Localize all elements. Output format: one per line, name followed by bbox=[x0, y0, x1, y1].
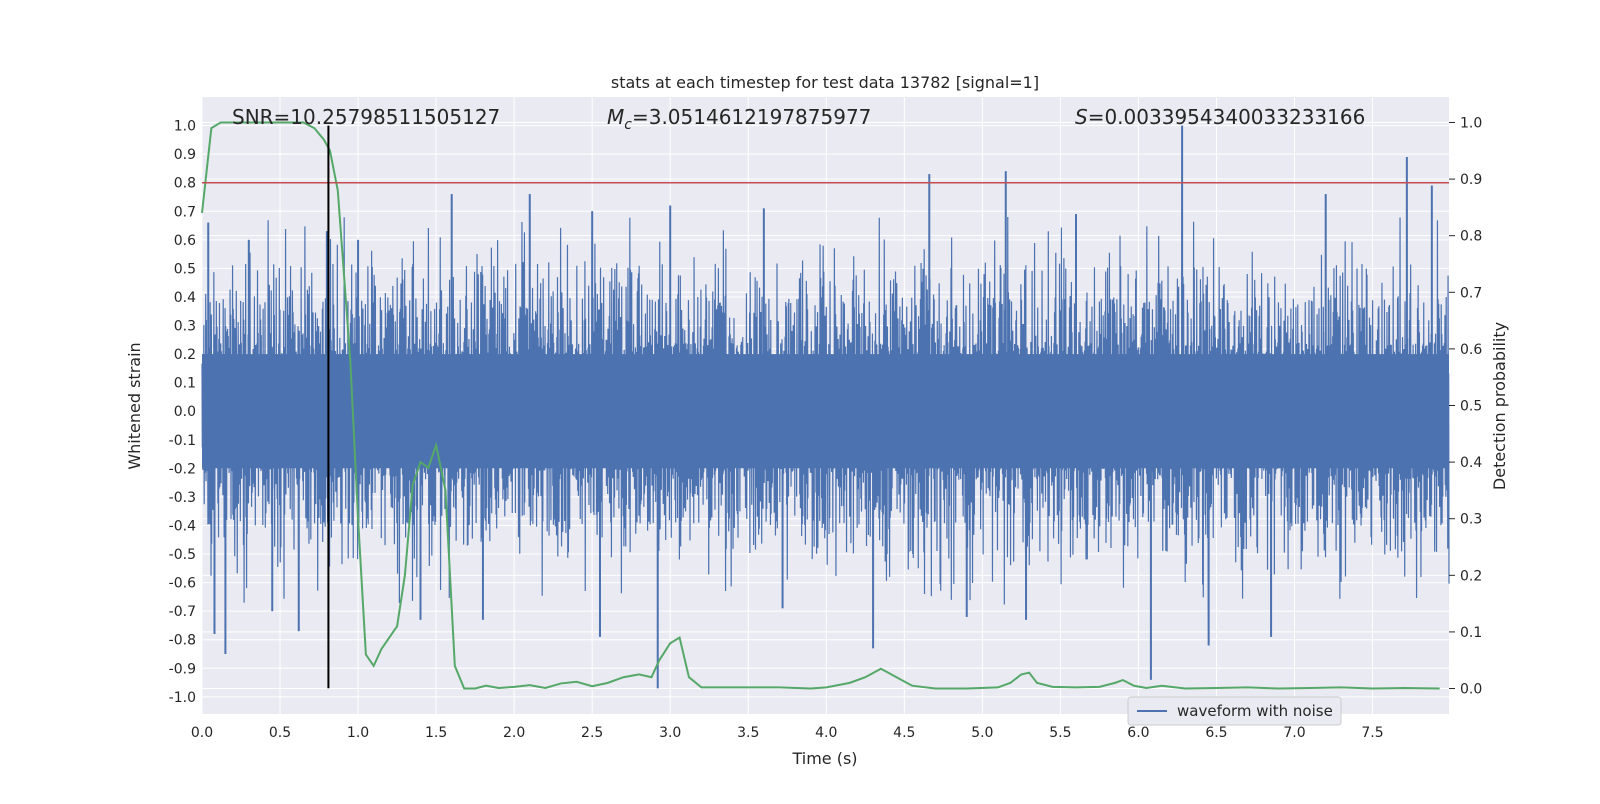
legend-label-waveform: waveform with noise bbox=[1177, 702, 1333, 720]
y-right-tick-label: 1.0 bbox=[1460, 115, 1482, 131]
y-left-tick-label: 0.2 bbox=[174, 347, 196, 363]
reference-lines bbox=[202, 125, 1449, 689]
axis-layer: 0.0 0.5 1.0 1.5 2.0 2.5 3.0 3.5 4.0 4.5 5.0 5.5 6.0 6… bbox=[169, 115, 1483, 741]
probability-series bbox=[201, 121, 1440, 690]
x-tick-label: 1.5 bbox=[425, 725, 447, 741]
waveform-series bbox=[201, 125, 1450, 689]
x-tick-label: 5.0 bbox=[971, 725, 993, 741]
y-left-tick-label: 0.5 bbox=[174, 261, 196, 277]
y-left-tick-label: 0.0 bbox=[174, 404, 196, 420]
x-tick-label: 6.5 bbox=[1205, 725, 1227, 741]
probability-line bbox=[201, 121, 1440, 690]
chirp-mass-symbol: M bbox=[607, 105, 624, 129]
s-value: =0.0033954340033233166 bbox=[1088, 105, 1366, 129]
legend: waveform with noise bbox=[1127, 696, 1342, 726]
y-right-tick-label: 0.3 bbox=[1460, 512, 1482, 528]
y-left-tick-label: -0.9 bbox=[169, 661, 196, 677]
y-left-tick-label: -0.4 bbox=[169, 518, 196, 534]
x-tick-label: 0.5 bbox=[269, 725, 291, 741]
chirp-mass-value: =3.0514612197875977 bbox=[632, 105, 871, 129]
x-tick-label: 7.5 bbox=[1361, 725, 1383, 741]
y-axis-label-left: Whitened strain bbox=[125, 342, 144, 469]
y-left-tick-label: -0.3 bbox=[169, 490, 196, 506]
x-tick-label: 2.5 bbox=[581, 725, 603, 741]
legend-box bbox=[1127, 696, 1342, 726]
y-left-tick-label: 1.0 bbox=[174, 119, 196, 135]
x-tick-label: 2.0 bbox=[503, 725, 525, 741]
y-right-tick-label: 0.7 bbox=[1460, 285, 1482, 301]
y-left-tick-label: -0.2 bbox=[169, 461, 196, 477]
y-left-tick-label: -0.8 bbox=[169, 633, 196, 649]
y-left-tick-label: -0.5 bbox=[169, 547, 196, 563]
y-left-tick-label: 0.1 bbox=[174, 376, 196, 392]
x-tick-label: 1.0 bbox=[347, 725, 369, 741]
y-left-tick-label: 0.3 bbox=[174, 319, 196, 335]
y-left-tick-label: -0.7 bbox=[169, 604, 196, 620]
y-right-tick-label: 0.4 bbox=[1460, 455, 1482, 471]
y-right-tick-label: 0.2 bbox=[1460, 568, 1482, 584]
x-tick-label: 4.0 bbox=[815, 725, 837, 741]
y-left-tick-label: -1.0 bbox=[169, 690, 196, 706]
waveform-body bbox=[202, 354, 1449, 469]
y-left-tick-label: 0.9 bbox=[174, 147, 196, 163]
x-tick-label: 5.5 bbox=[1049, 725, 1071, 741]
x-tick-label: 0.0 bbox=[191, 725, 213, 741]
x-tick-label: 3.0 bbox=[659, 725, 681, 741]
x-axis-label: Time (s) bbox=[791, 749, 857, 768]
chirp-mass-annotation: Mc=3.0514612197875977 bbox=[607, 105, 871, 133]
chirp-mass-subscript: c bbox=[624, 117, 632, 133]
y-right-tick-label: 0.5 bbox=[1460, 399, 1482, 415]
s-symbol: S bbox=[1075, 105, 1088, 129]
y-right-tick-label: 0.8 bbox=[1460, 229, 1482, 245]
y-left-tick-label: 0.7 bbox=[174, 204, 196, 220]
y-left-tick-label: -0.6 bbox=[169, 576, 196, 592]
x-tick-label: 6.0 bbox=[1127, 725, 1149, 741]
chart-title: stats at each timestep for test data 137… bbox=[611, 73, 1039, 92]
y-axis-label-right: Detection probability bbox=[1490, 322, 1509, 490]
x-tick-label: 4.5 bbox=[893, 725, 915, 741]
y-right-tick-label: 0.0 bbox=[1460, 682, 1482, 698]
x-tick-label: 3.5 bbox=[737, 725, 759, 741]
y-right-tick-label: 0.1 bbox=[1460, 625, 1482, 641]
y-left-tick-label: 0.6 bbox=[174, 233, 196, 249]
y-left-tick-label: -0.1 bbox=[169, 433, 196, 449]
x-tick-label: 7.0 bbox=[1283, 725, 1305, 741]
s-annotation: S=0.0033954340033233166 bbox=[1075, 105, 1365, 129]
snr-annotation: SNR=10.25798511505127 bbox=[232, 105, 500, 129]
y-left-tick-label: 0.8 bbox=[174, 176, 196, 192]
y-left-tick-label: 0.4 bbox=[174, 290, 196, 306]
y-right-tick-label: 0.9 bbox=[1460, 172, 1482, 188]
y-right-tick-label: 0.6 bbox=[1460, 342, 1482, 358]
